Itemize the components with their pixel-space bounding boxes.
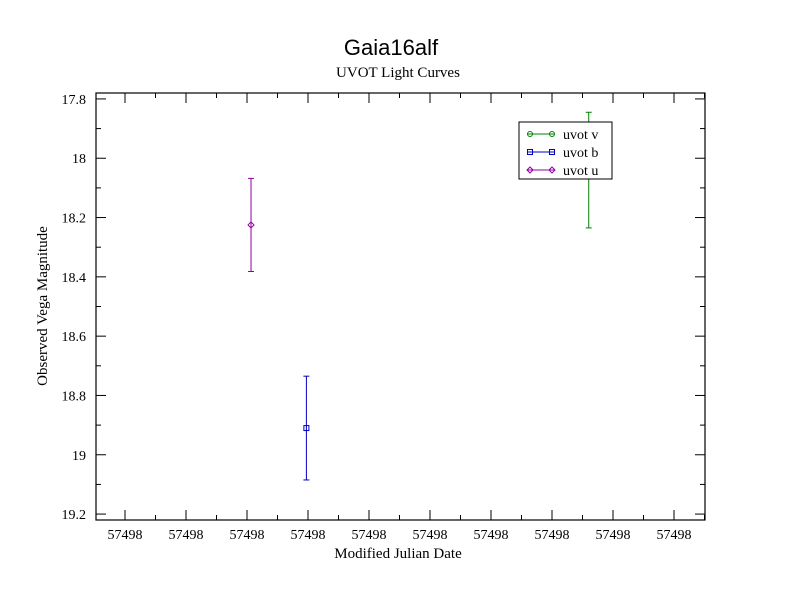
x-tick-label: 57498 bbox=[230, 528, 265, 543]
chart-subtitle: UVOT Light Curves bbox=[336, 65, 460, 81]
legend-label: uvot u bbox=[563, 164, 598, 179]
square-marker bbox=[549, 149, 555, 155]
plot-frame bbox=[95, 92, 706, 521]
x-tick-label: 57498 bbox=[413, 528, 448, 543]
chart-title: Gaia16alf bbox=[344, 35, 439, 60]
x-axis-label: Modified Julian Date bbox=[334, 546, 462, 562]
diamond-marker bbox=[247, 221, 255, 229]
y-tick-label: 18.4 bbox=[62, 271, 87, 286]
legend-label: uvot v bbox=[563, 128, 598, 143]
legend: uvot v uvot b uvot u bbox=[518, 121, 613, 180]
square-marker bbox=[303, 425, 310, 432]
x-tick-label: 57498 bbox=[352, 528, 387, 543]
y-tick-label: 18.2 bbox=[62, 212, 87, 227]
diamond-marker bbox=[526, 166, 534, 174]
x-tick-label: 57498 bbox=[474, 528, 509, 543]
y-tick-label: 17.8 bbox=[62, 93, 87, 108]
square-marker bbox=[527, 149, 533, 155]
x-tick-label: 57498 bbox=[291, 528, 326, 543]
diamond-marker bbox=[548, 166, 556, 174]
x-tick-label: 57498 bbox=[657, 528, 692, 543]
x-tick-label: 57498 bbox=[596, 528, 631, 543]
x-tick-label: 57498 bbox=[535, 528, 570, 543]
legend-label: uvot b bbox=[563, 146, 598, 161]
x-tick-label: 57498 bbox=[169, 528, 204, 543]
y-tick-label: 19 bbox=[72, 449, 86, 464]
y-tick-label: 18.6 bbox=[62, 330, 87, 345]
circle-marker bbox=[549, 131, 555, 137]
y-tick-label: 19.2 bbox=[62, 508, 87, 523]
circle-marker bbox=[527, 131, 533, 137]
x-tick-label: 57498 bbox=[108, 528, 143, 543]
y-tick-label: 18 bbox=[72, 152, 86, 167]
y-axis-label: Observed Vega Magnitude bbox=[35, 226, 51, 386]
y-tick-label: 18.8 bbox=[62, 389, 87, 404]
ticks-layer: 17.8 18 18.2 18.4 18.6 18.8 19 19.2 57498 57498 57… bbox=[62, 93, 705, 543]
